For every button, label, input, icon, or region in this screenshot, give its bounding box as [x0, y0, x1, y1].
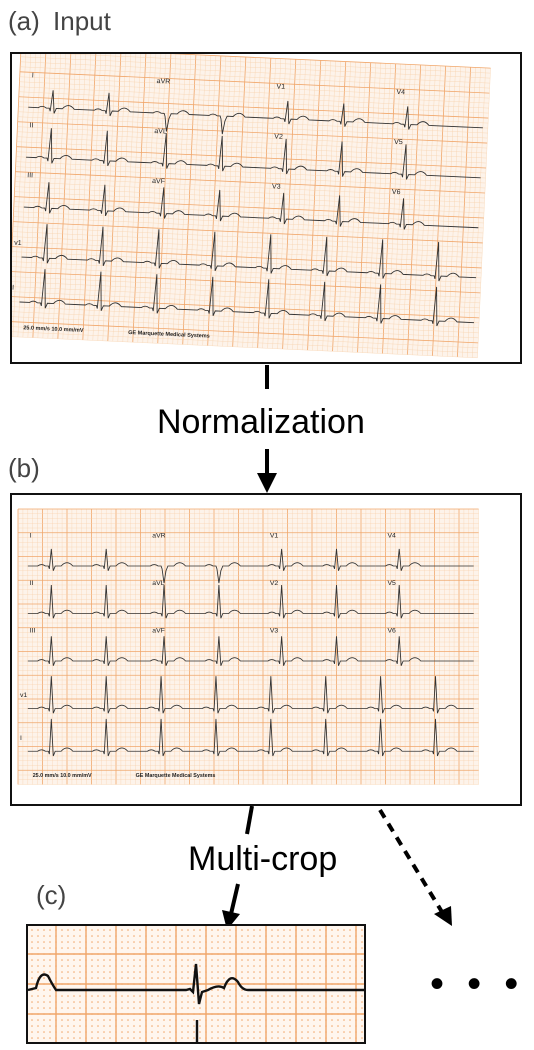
rhythm-trace: [19, 269, 475, 327]
ecg-vendor-footer: GE Marquette Medical Systems: [136, 773, 216, 779]
lead-label: V2: [274, 133, 283, 140]
lead-label: V6: [392, 189, 401, 196]
lead-label: III: [30, 628, 36, 635]
ecg-trace: [258, 192, 379, 227]
normalization-label: Normalization: [157, 403, 365, 441]
ecg-trace: [375, 636, 474, 666]
panel-b-label: (b): [8, 453, 40, 483]
ecg-trace: [23, 182, 139, 217]
ecg-trace: [380, 144, 481, 180]
ecg-vendor-footer: GE Marquette Medical Systems: [128, 330, 210, 340]
ecg-trace: [382, 106, 483, 130]
ecg-trace: [28, 90, 144, 117]
lead-label: V4: [396, 89, 405, 96]
lead-label: aVF: [152, 628, 165, 635]
lead-label: aVF: [152, 178, 165, 186]
lead-label: aVL: [152, 580, 164, 587]
lead-label: aVL: [154, 128, 167, 136]
lead-label: V2: [270, 580, 279, 587]
panel-a-letter: (a): [8, 6, 40, 36]
lead-label: V4: [387, 533, 396, 540]
rhythm-trace: [27, 676, 474, 714]
ecg-trace: [27, 548, 141, 571]
ecg-trace: [375, 584, 474, 619]
lead-label: II: [30, 580, 34, 587]
lead-label: aVR: [152, 533, 165, 540]
ecg-trace: [27, 584, 141, 619]
ecg-trace: [375, 548, 474, 571]
ecg-trace: [258, 584, 376, 619]
ecg-trace: [140, 636, 259, 666]
ecg-trace: [143, 110, 264, 135]
lead-label: aVR: [156, 78, 170, 86]
crop-ecg-trace: [27, 963, 364, 1005]
lead-label: V1: [270, 533, 279, 540]
ecg-trace: [263, 100, 383, 127]
ecg-speed-footer: 25.0 mm/s 10.0 mm/mV: [23, 325, 84, 334]
multicrop-label: Multi-crop: [188, 840, 338, 878]
lead-label: V3: [272, 183, 281, 190]
ecg-trace: [138, 187, 259, 222]
rhythm-lead-label: I: [20, 735, 22, 742]
rhythm-trace: [21, 224, 477, 282]
lead-label: V1: [276, 83, 285, 90]
lead-label: III: [27, 172, 33, 179]
panel-a-title: Input: [53, 6, 111, 36]
rhythm-lead-label: I: [12, 285, 14, 292]
lead-label: V6: [387, 628, 396, 635]
normalization-arrow: [257, 365, 277, 493]
crop-ecg-image: [26, 924, 366, 1044]
lead-label: V5: [387, 580, 396, 587]
lead-label: I: [32, 72, 34, 79]
ecg-trace: [140, 584, 259, 619]
ecg-trace: [140, 562, 259, 584]
panel-a-label: (a) Input: [8, 6, 111, 37]
ecg-trace: [378, 198, 479, 230]
crop-border: [26, 924, 366, 1044]
rhythm-trace: [27, 718, 474, 757]
ecg-trace: [27, 636, 141, 666]
ecg-trace: [26, 128, 141, 167]
ecg-trace: [140, 133, 261, 172]
ecg-trace: [260, 138, 381, 177]
rhythm-lead-label: v1: [20, 692, 27, 699]
ecg-trace: [258, 548, 376, 571]
ecg-speed-footer: 25.0 mm/s 10.0 mm/mV: [33, 773, 92, 779]
more-crops-ellipsis: • • •: [430, 962, 525, 1006]
lead-label: V3: [270, 628, 279, 635]
panel-c-label: (c): [36, 880, 67, 910]
lead-label: I: [30, 533, 32, 540]
rhythm-lead-label: v1: [14, 240, 22, 247]
lead-label: II: [29, 122, 33, 129]
ecg-trace: [258, 636, 376, 666]
lead-label: V5: [394, 139, 403, 146]
